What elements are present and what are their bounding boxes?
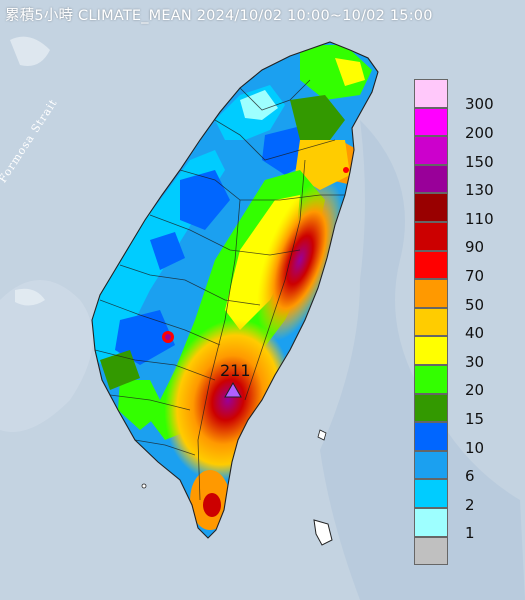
legend-swatch (414, 193, 448, 222)
legend-label: 150 (465, 152, 494, 171)
legend-label: 300 (465, 95, 494, 114)
legend-label: 2 (465, 495, 475, 514)
legend-label: 40 (465, 324, 485, 343)
legend-label: 10 (465, 438, 485, 457)
peak-triangle-icon (224, 381, 242, 398)
legend-swatch (414, 393, 448, 423)
legend-swatch (414, 479, 448, 508)
legend-swatch (414, 279, 448, 308)
legend-swatch (414, 107, 448, 137)
legend-label: 50 (465, 295, 485, 314)
legend-swatch (414, 250, 448, 280)
green-island (317, 429, 327, 441)
county-boundaries (94, 79, 345, 501)
legend-swatch (414, 164, 448, 194)
legend-swatch (414, 365, 448, 394)
legend-label: 90 (465, 238, 485, 257)
legend-label: 30 (465, 352, 485, 371)
map-title: 累積5小時 CLIMATE_MEAN 2024/10/02 10:00~10/0… (5, 8, 433, 24)
legend-swatch (414, 136, 448, 165)
legend-swatch (414, 336, 448, 365)
legend-label: 6 (465, 467, 475, 486)
island-outline (91, 41, 379, 539)
legend-label: 15 (465, 409, 485, 428)
legend-swatch (414, 307, 448, 337)
legend-swatch (414, 79, 448, 108)
legend-swatch (414, 508, 448, 537)
legend-label: 20 (465, 381, 485, 400)
legend-label: 200 (465, 123, 494, 142)
legend-swatch (414, 450, 448, 480)
small-islet (141, 483, 147, 489)
legend-label: 110 (465, 209, 494, 228)
legend-swatch (414, 222, 448, 251)
legend-swatch (414, 536, 448, 566)
legend-label: 130 (465, 181, 494, 200)
orchid-island (313, 519, 333, 546)
legend-label: 70 (465, 266, 485, 285)
legend-label: 1 (465, 524, 475, 543)
peak-value-label: 211 (220, 361, 251, 380)
legend-swatch (414, 422, 448, 451)
